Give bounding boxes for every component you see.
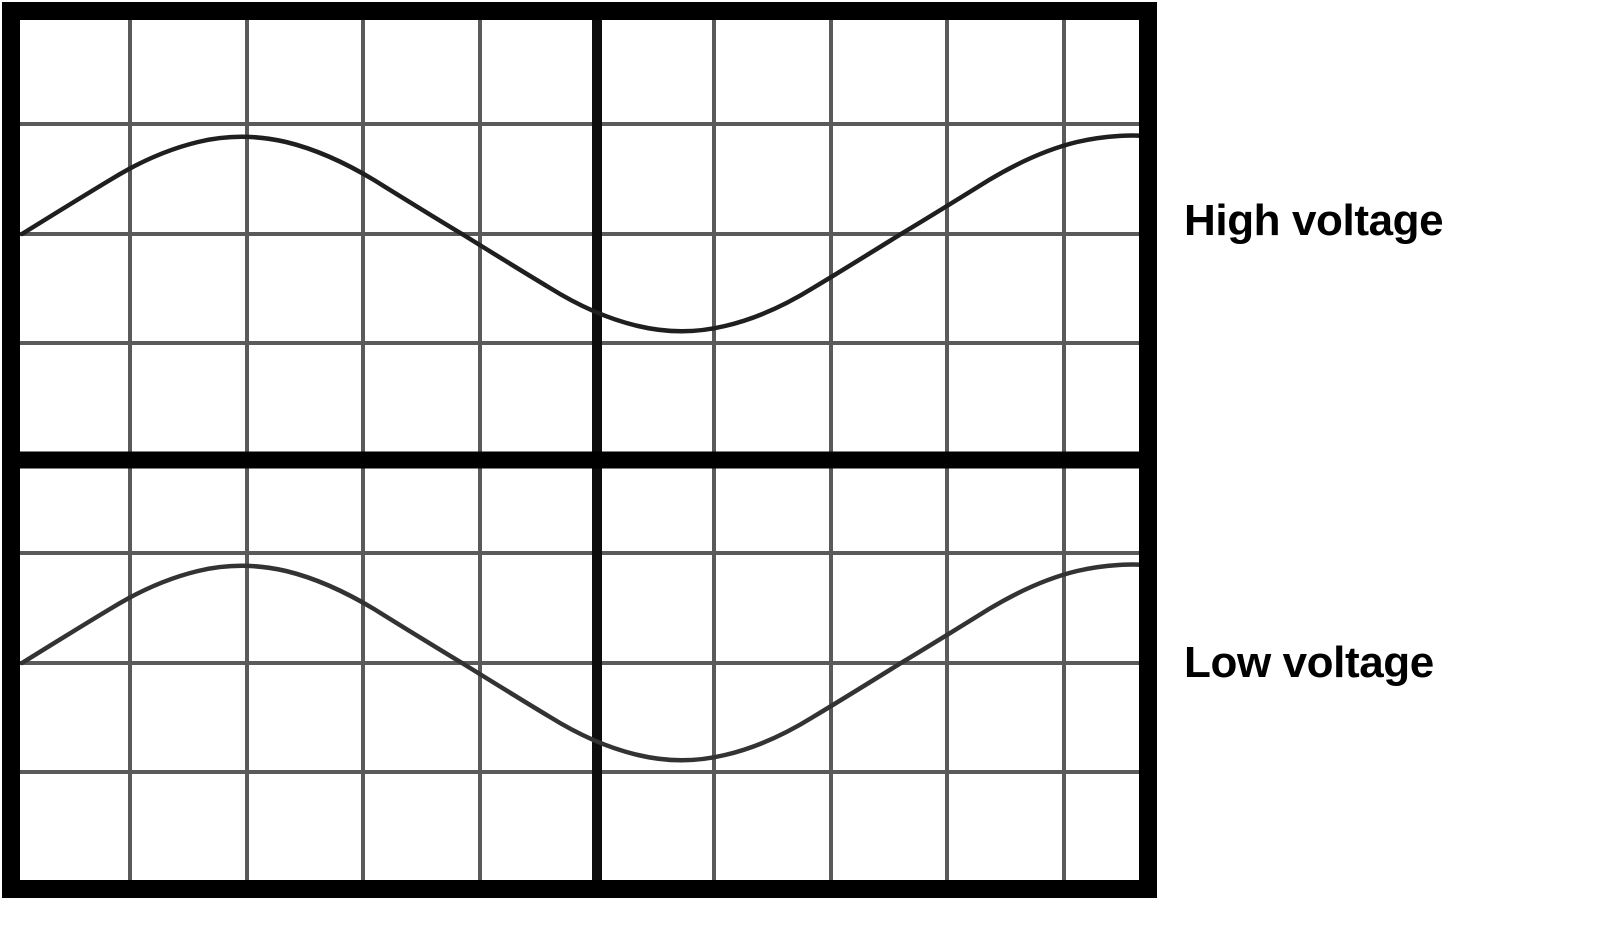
waveform-trace-high-voltage	[19, 133, 1145, 334]
frame-background	[2, 2, 1157, 898]
grid-upper-panel	[20, 20, 1139, 453]
waveform-frame	[2, 2, 1157, 898]
panel-label-low-voltage: Low voltage	[1184, 638, 1434, 687]
panel-label-high-voltage: High voltage	[1184, 196, 1444, 245]
waveform-trace-low-voltage	[19, 562, 1145, 763]
frame-outer-border	[2, 2, 1157, 898]
waveform-grid-svg	[2, 2, 1157, 898]
